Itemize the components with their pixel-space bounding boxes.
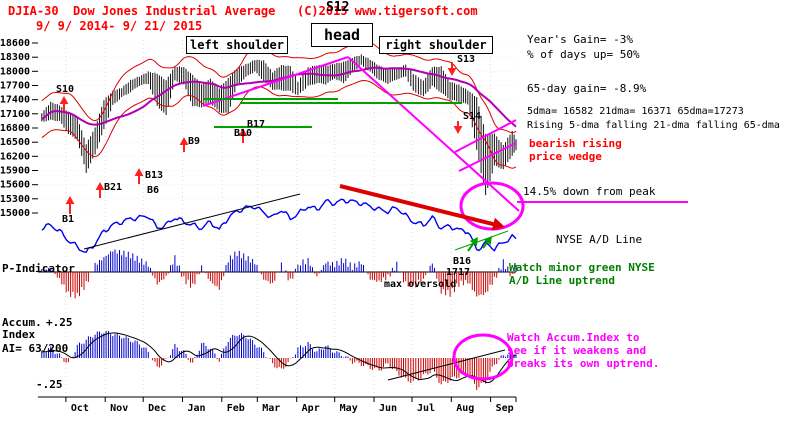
month-label: May — [340, 403, 358, 414]
chart-text-1717: 1717 — [446, 267, 470, 278]
y-tick-label: 18000 — [0, 66, 30, 77]
month-label: Feb — [227, 403, 245, 414]
month-label: Oct — [71, 403, 89, 414]
chart-text-s10: S10 — [56, 84, 74, 95]
plus25-label: +.25 — [46, 316, 73, 329]
dma-trend-label: Rising 5-dma falling 21-dma falling 65-d… — [527, 120, 780, 131]
chart-text-b21: B21 — [104, 182, 122, 193]
p-indicator-histogram — [38, 249, 517, 299]
signal-labels: S10S17S13S14B1B21B13B6B9B10B17B161717max… — [56, 37, 481, 290]
head-box: head — [311, 23, 373, 47]
chart-text-b9: B9 — [188, 136, 200, 147]
gain-65day-label: 65-day gain= -8.9% — [527, 82, 647, 95]
month-label: Sep — [496, 403, 514, 414]
month-label: Dec — [148, 403, 166, 414]
right-shoulder-box: right shoulder — [379, 36, 493, 54]
y-tick-label: 15900 — [0, 166, 30, 177]
chart-title: DJIA-30 Dow Jones Industrial Average (C)… — [8, 4, 478, 18]
y-tick-label: 17400 — [0, 95, 30, 106]
month-label: Nov — [110, 403, 128, 414]
s12-top-label: S12 — [326, 0, 350, 15]
chart-text-b6: B6 — [147, 185, 159, 196]
chart-text-b1: B1 — [62, 214, 74, 225]
y-tick-label: 15000 — [0, 208, 30, 219]
chart-text-b16: B16 — [453, 256, 471, 267]
accum-histogram — [41, 330, 517, 391]
p-indicator-label: P-Indicator — [2, 262, 75, 275]
y-tick-label: 16200 — [0, 151, 30, 162]
chart-text-b13: B13 — [145, 170, 163, 181]
chart-text-b17: B17 — [247, 119, 265, 130]
month-label: Jul — [417, 403, 435, 414]
watch-ad-note: Watch minor green NYSE A/D Line uptrend — [509, 261, 655, 287]
wedge-warning-label: bearish rising price wedge — [529, 137, 622, 163]
watch-accum-note: Watch Accum.Index to see if it weakens a… — [507, 331, 660, 370]
chart-text-s14: S14 — [463, 111, 481, 122]
x-axis: Oct Nov Dec Jan Feb Mar Apr May Jun Jul Aug Sep — [38, 396, 517, 414]
month-label: Jun — [379, 403, 397, 414]
chart-text-max-oversold: max oversold — [384, 279, 456, 290]
month-label: Apr — [302, 403, 320, 414]
highlight-ellipse — [452, 333, 514, 381]
ad-line — [41, 198, 517, 253]
years-gain-label: Year's Gain= -3% — [527, 33, 633, 46]
annotation-lines — [83, 56, 688, 381]
month-label: Mar — [262, 403, 280, 414]
y-tick-label: 15300 — [0, 194, 30, 205]
y-axis: 18600 18300 18000 17700 17400 17100 16800 16500… — [0, 38, 38, 219]
y-tick-label: 17700 — [0, 81, 30, 92]
index-label: Index — [2, 328, 36, 341]
month-label: Jan — [187, 403, 205, 414]
y-tick-label: 18600 — [0, 38, 30, 49]
price-bars — [41, 54, 517, 196]
accum-label: Accum. — [2, 316, 42, 329]
down-from-peak-label: 14.5% down from peak — [523, 185, 656, 198]
month-label: Aug — [456, 403, 474, 414]
days-up-label: % of days up= 50% — [527, 48, 640, 61]
minus25-label: -.25 — [36, 378, 63, 391]
annotation-arrows — [59, 62, 505, 252]
ma-bands — [41, 40, 517, 169]
y-tick-label: 17100 — [0, 109, 30, 120]
dma-values-label: 5dma= 16582 21dma= 16371 65dma=17273 — [527, 106, 744, 117]
y-tick-label: 15600 — [0, 180, 30, 191]
ai-value-label: AI= 63/200 — [2, 342, 69, 355]
date-range: 9/ 9/ 2014- 9/ 21/ 2015 — [36, 19, 203, 33]
gridlines — [38, 40, 516, 395]
chart-text-b10: B10 — [234, 128, 252, 139]
highlight-ellipse — [459, 181, 525, 231]
y-tick-label: 16500 — [0, 137, 30, 148]
y-tick-label: 18300 — [0, 52, 30, 63]
y-tick-label: 16800 — [0, 123, 30, 134]
ad-line-label: NYSE A/D Line — [556, 233, 643, 246]
left-shoulder-box: left shoulder — [186, 36, 288, 54]
chart-text-s13: S13 — [457, 54, 475, 65]
